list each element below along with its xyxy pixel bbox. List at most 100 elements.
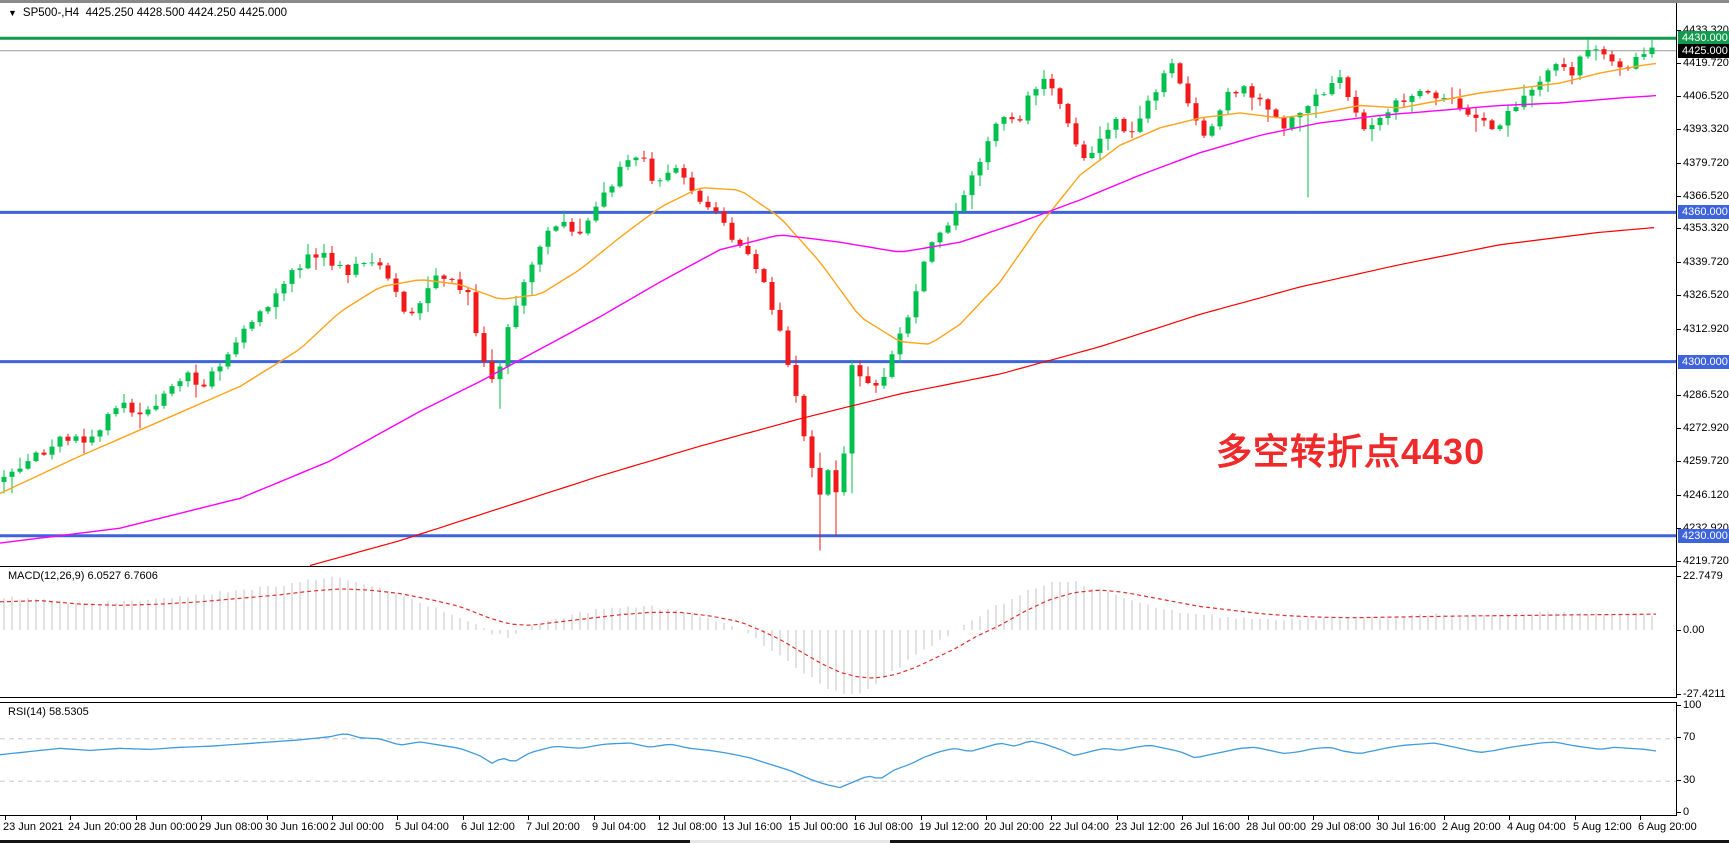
symbol-info-bar: ▼ SP500-,H4 4425.250 4428.500 4424.250 44… [8, 7, 287, 19]
macd-tick-label: 0.00 [1676, 624, 1705, 636]
time-tick-label: 19 Jul 12:00 [919, 821, 979, 833]
time-tick [1378, 816, 1379, 820]
time-tick-label: 30 Jun 16:00 [265, 821, 329, 833]
time-tick-label: 7 Jul 20:00 [526, 821, 580, 833]
price-tick-label: 4326.520 [1677, 289, 1729, 301]
time-tick-label: 13 Jul 16:00 [722, 821, 782, 833]
time-tick [1640, 816, 1641, 820]
time-tick [267, 816, 268, 820]
price-tick-label: 4219.720 [1677, 555, 1729, 567]
time-tick [201, 816, 202, 820]
time-tick [1117, 816, 1118, 820]
macd-axis: 22.7479 0.00 -27.4211 [1676, 567, 1729, 700]
time-tick [1509, 816, 1510, 820]
time-tick-label: 29 Jun 08:00 [199, 821, 263, 833]
time-tick [1182, 816, 1183, 820]
price-tick-label: 4339.720 [1677, 256, 1729, 268]
symbol-timeframe-label: SP500-,H4 [22, 7, 80, 19]
time-tick [790, 816, 791, 820]
time-tick-label: 23 Jul 12:00 [1115, 821, 1175, 833]
price-tick-label: 4286.520 [1677, 389, 1729, 401]
candlestick-canvas[interactable] [0, 3, 1676, 567]
horizontal-scrollbar[interactable] [0, 840, 1729, 843]
price-tick-label: 4246.120 [1677, 489, 1729, 501]
price-tick-label: 4259.720 [1677, 455, 1729, 467]
time-tick-label: 26 Jul 16:00 [1180, 821, 1240, 833]
time-tick-label: 6 Jul 12:00 [461, 821, 515, 833]
time-tick-label: 22 Jul 04:00 [1049, 821, 1109, 833]
rsi-level-lines [0, 738, 1676, 782]
time-tick [986, 816, 987, 820]
macd-indicator-panel[interactable]: MACD(12,26,9) 6.0527 6.7606 [0, 567, 1676, 698]
macd-tick-label: -27.4211 [1677, 688, 1726, 700]
time-tick-label: 4 Aug 04:00 [1507, 821, 1566, 833]
time-tick-label: 5 Jul 04:00 [395, 821, 449, 833]
price-badge: 4300.000 [1678, 355, 1729, 369]
price-tick-label: 4393.320 [1677, 123, 1729, 135]
time-tick-label: 20 Jul 20:00 [984, 821, 1044, 833]
time-tick [594, 816, 595, 820]
time-tick [921, 816, 922, 820]
price-tick-label: 4419.720 [1677, 57, 1729, 69]
time-tick [397, 816, 398, 820]
time-tick [1051, 816, 1052, 820]
time-tick-label: 2 Jul 00:00 [330, 821, 384, 833]
time-tick [5, 816, 6, 820]
main-price-chart[interactable]: 多空转折点4430 [0, 3, 1676, 567]
price-tick-label: 4406.520 [1677, 90, 1729, 102]
rsi-indicator-panel[interactable]: RSI(14) 58.5305 [0, 702, 1676, 816]
chart-annotation-text: 多空转折点4430 [1216, 431, 1486, 472]
time-tick-label: 29 Jul 08:00 [1311, 821, 1371, 833]
price-tick-label: 4379.720 [1677, 157, 1729, 169]
price-tick-label: 4353.320 [1677, 222, 1729, 234]
time-tick-label: 28 Jun 00:00 [134, 821, 198, 833]
time-tick-label: 5 Aug 12:00 [1573, 821, 1632, 833]
price-tick-label: 4312.920 [1677, 323, 1729, 335]
time-tick [1575, 816, 1576, 820]
time-tick-label: 24 Jun 20:00 [68, 821, 132, 833]
candles-layer [1, 39, 1655, 551]
price-axis[interactable]: 4433.320 4419.720 4406.520 4393.320 4379.720… [1676, 3, 1729, 567]
price-badge: 4230.000 [1678, 529, 1729, 543]
price-tick-label: 4272.920 [1677, 422, 1729, 434]
rsi-tick-label: 100 [1676, 699, 1702, 711]
time-tick [1444, 816, 1445, 820]
price-badge: 4430.000 [1678, 31, 1729, 45]
rsi-axis: 100 70 30 0 [1676, 699, 1729, 818]
time-tick [332, 816, 333, 820]
time-tick [136, 816, 137, 820]
symbol-ohlc-values: 4425.250 4428.500 4424.250 4425.000 [85, 7, 288, 19]
time-tick [1313, 816, 1314, 820]
time-tick-label: 16 Jul 08:00 [853, 821, 913, 833]
time-tick-label: 6 Aug 20:00 [1638, 821, 1697, 833]
time-axis[interactable]: 23 Jun 2021 24 Jun 20:00 28 Jun 00:00 29 Ju… [0, 816, 1729, 839]
macd-label: MACD(12,26,9) 6.0527 6.7606 [8, 570, 158, 582]
price-badge: 4360.000 [1678, 205, 1729, 219]
symbol-dropdown-icon[interactable]: ▼ [8, 8, 17, 18]
time-tick [1248, 816, 1249, 820]
scrollbar-thumb[interactable] [690, 840, 890, 843]
time-tick-label: 23 Jun 2021 [3, 821, 64, 833]
time-tick [70, 816, 71, 820]
rsi-tick-label: 30 [1676, 774, 1696, 786]
time-tick [528, 816, 529, 820]
rsi-canvas[interactable] [0, 703, 1676, 817]
price-tick-label: 4366.520 [1677, 190, 1729, 202]
time-tick-label: 28 Jul 00:00 [1246, 821, 1306, 833]
time-tick [724, 816, 725, 820]
rsi-line [0, 733, 1657, 789]
time-tick [659, 816, 660, 820]
macd-histogram [3, 576, 1653, 695]
time-tick-label: 30 Jul 16:00 [1376, 821, 1436, 833]
time-tick [855, 816, 856, 820]
macd-canvas[interactable] [0, 567, 1676, 698]
macd-signal-line [0, 588, 1657, 679]
time-tick-label: 15 Jul 00:00 [788, 821, 848, 833]
rsi-tick-label: 0 [1676, 806, 1690, 818]
macd-tick-label: 22.7479 [1677, 570, 1723, 582]
time-tick-label: 9 Jul 04:00 [592, 821, 646, 833]
time-tick-label: 2 Aug 20:00 [1442, 821, 1501, 833]
moving-averages-layer [0, 62, 1657, 567]
time-tick [463, 816, 464, 820]
